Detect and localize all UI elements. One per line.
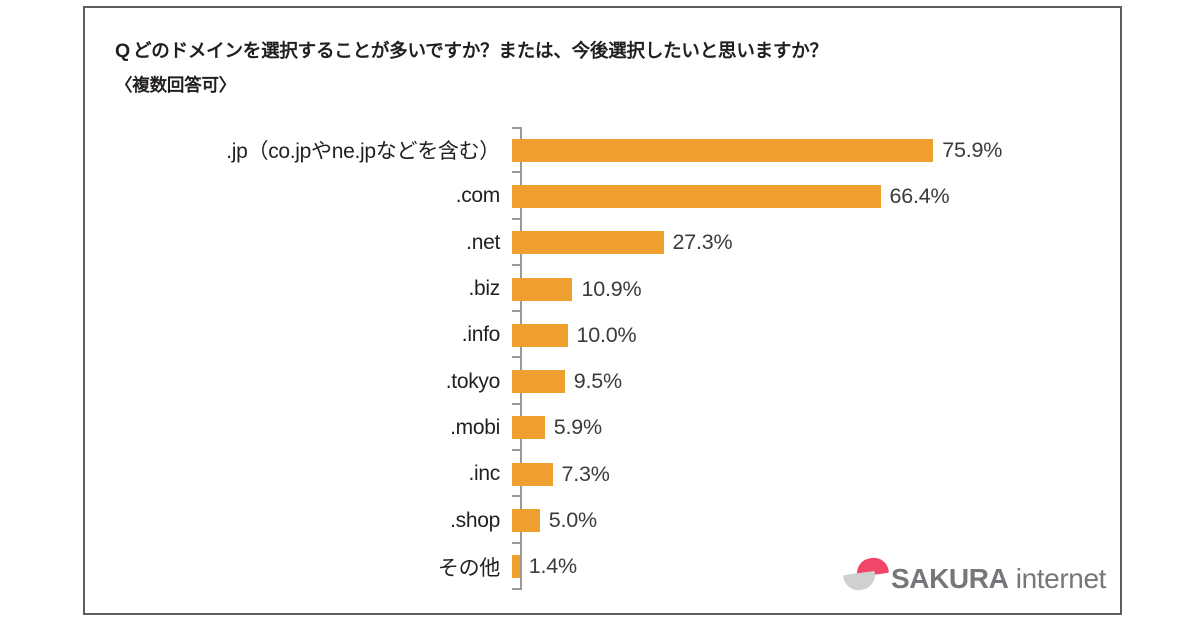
bar-container: 5.9%	[512, 405, 1120, 451]
category-label: .jp（co.jpやne.jpなどを含む）	[226, 140, 500, 164]
axis-tick	[512, 495, 520, 498]
bar-container: 10.9%	[512, 266, 1120, 312]
bar-row: .shop 5.0%	[85, 497, 1120, 544]
bar-segment	[512, 555, 520, 579]
category-label: その他	[437, 556, 500, 580]
category-label: .net	[466, 230, 500, 254]
bar-container: 9.5%	[512, 358, 1120, 404]
logo-brand-text: SAKURA	[891, 563, 1009, 594]
bar-value-label: 5.0%	[548, 508, 597, 533]
axis-tick	[512, 171, 520, 174]
bar-container: 10.0%	[512, 312, 1120, 358]
category-label: .com	[455, 184, 501, 208]
bar-value-label: 10.9%	[581, 276, 642, 301]
bar-value-label: 9.5%	[573, 369, 622, 394]
sakura-internet-logo: SAKURA internet	[842, 551, 1106, 599]
category-label: .mobi	[450, 415, 500, 439]
bar-segment	[512, 184, 881, 208]
bar-row: .com 66.4%	[85, 173, 1120, 220]
question-text: どのドメインを選択することが多いですか？または、今後選択したいと思いますか？	[132, 40, 828, 61]
bar-segment	[512, 323, 568, 347]
chart-title-block: Q どのドメインを選択することが多いですか？または、今後選択したいと思いますか？ …	[115, 40, 1075, 96]
bar-value-label: 10.0%	[576, 322, 637, 347]
category-label: .shop	[450, 508, 500, 532]
bar-segment	[512, 370, 565, 394]
bar-container: 7.3%	[512, 451, 1120, 497]
category-label: .tokyo	[445, 369, 501, 393]
logo-suffix-text: internet	[1015, 563, 1107, 594]
question-marker: Q	[115, 40, 130, 62]
bar-segment	[512, 416, 545, 440]
bar-segment	[512, 231, 664, 255]
bar-container: 5.0%	[512, 497, 1120, 543]
axis-tick	[512, 217, 520, 220]
category-label: .info	[461, 323, 501, 347]
axis-cap-top	[512, 127, 522, 129]
category-label: .biz	[468, 277, 501, 301]
logo-wordmark: SAKURA internet	[891, 565, 1106, 599]
bar-row: .biz 10.9%	[85, 266, 1120, 313]
bar-segment	[512, 277, 573, 301]
axis-tick	[512, 356, 520, 359]
bar-row: .mobi 5.9%	[85, 405, 1120, 452]
bar-container: 66.4%	[512, 173, 1120, 219]
axis-tick	[512, 310, 520, 313]
axis-tick	[512, 587, 520, 590]
axis-tick	[512, 541, 520, 544]
bar-value-label: 5.9%	[553, 415, 602, 440]
bar-container: 75.9%	[512, 127, 1120, 173]
bar-container: 1.4%	[512, 544, 1120, 590]
bar-chart: .jp（co.jpやne.jpなどを含む） 75.9% .com 66.4% .net 2…	[85, 120, 1120, 600]
bar-segment	[512, 462, 553, 486]
bar-value-label: 7.3%	[561, 461, 610, 486]
bar-row: .net 27.3%	[85, 220, 1120, 266]
bar-row: .tokyo 9.5%	[85, 358, 1120, 405]
axis-tick	[512, 449, 520, 452]
chart-question-line: Q どのドメインを選択することが多いですか？または、今後選択したいと思いますか？	[115, 40, 1075, 62]
value-axis-line	[520, 127, 522, 590]
bar-row: その他 1.4%	[85, 544, 1120, 590]
chart-frame: Q どのドメインを選択することが多いですか？または、今後選択したいと思いますか？ …	[83, 6, 1122, 615]
bar-segment	[512, 509, 540, 533]
petal-bottom-icon	[842, 570, 878, 593]
bar-container: 27.3%	[512, 220, 1120, 266]
bar-row: .jp（co.jpやne.jpなどを含む） 75.9%	[85, 127, 1120, 174]
axis-tick	[512, 402, 520, 405]
category-label: .inc	[468, 462, 501, 486]
bar-value-label: 1.4%	[528, 554, 577, 579]
bar-value-label: 75.9%	[942, 137, 1003, 162]
axis-tick	[512, 263, 520, 266]
bar-value-label: 27.3%	[672, 230, 733, 255]
bar-rows: .jp（co.jpやne.jpなどを含む） 75.9% .com 66.4% .net 2…	[85, 127, 1120, 590]
bar-row: .info 10.0%	[85, 312, 1120, 359]
chart-subtitle: 〈複数回答可〉	[115, 75, 237, 96]
sakura-blossom-icon	[842, 555, 890, 599]
bar-segment	[512, 138, 934, 162]
bar-row: .inc 7.3%	[85, 451, 1120, 498]
bar-value-label: 66.4%	[889, 183, 950, 208]
